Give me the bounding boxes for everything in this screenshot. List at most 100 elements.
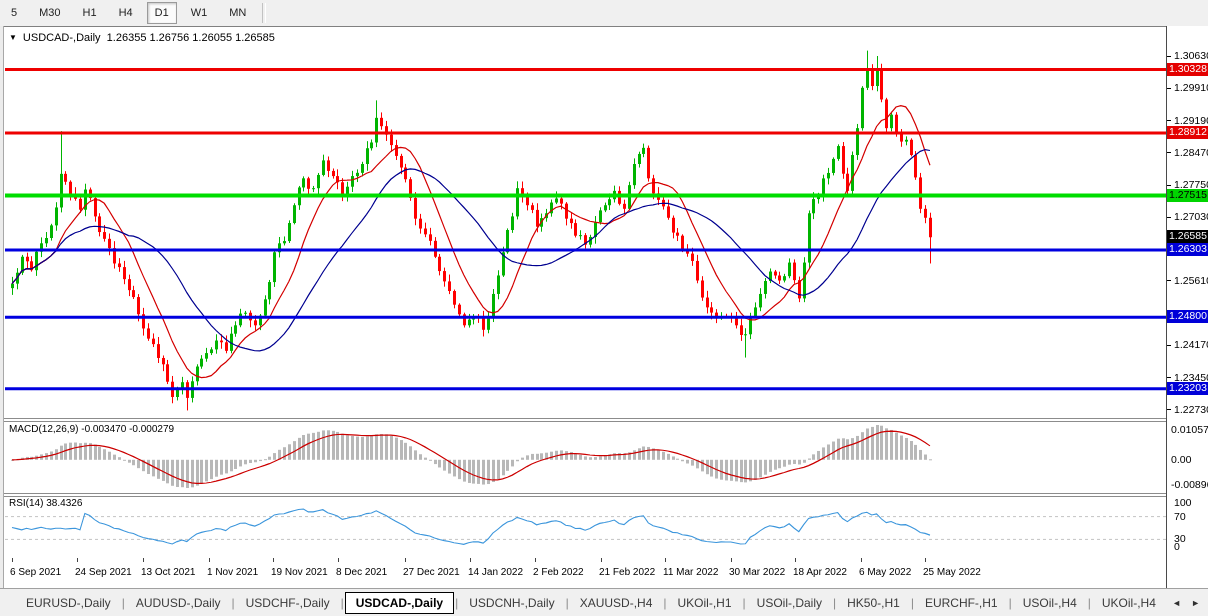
date-tick-mark: [601, 558, 602, 562]
chart-title: ▼ USDCAD-,Daily 1.26355 1.26756 1.26055 1…: [9, 32, 275, 44]
symbol-tab-bar: EURUSD-,Daily | AUDUSD-,Daily | USDCHF-,Dail…: [0, 588, 1208, 616]
date-tick-mark: [143, 558, 144, 562]
timeframe-button-w1[interactable]: W1: [190, 7, 208, 19]
rsi-axis-30: 30: [1174, 532, 1186, 545]
date-tick-label: 27 Dec 2021: [403, 567, 460, 578]
date-tick-mark: [77, 558, 78, 562]
tab-separator: |: [910, 595, 914, 610]
tab-usoil-h4[interactable]: USOil-,H4: [1022, 595, 1077, 610]
price-tick-label: 1.29190: [1174, 114, 1208, 127]
tab-separator: |: [742, 595, 746, 610]
tab-ukoil-h1[interactable]: UKOil-,H1: [677, 595, 732, 610]
price-tick-label: 1.23450: [1174, 371, 1208, 384]
price-tick-mark: [1167, 152, 1171, 154]
resistance-line-price: 1.30328: [1167, 62, 1208, 76]
date-tick-mark: [665, 558, 666, 562]
window-left-border: [0, 26, 4, 588]
date-tick-label: 2 Feb 2022: [533, 567, 584, 578]
tab-separator: |: [340, 595, 344, 610]
date-tick-label: 30 Mar 2022: [729, 567, 786, 578]
date-tick-mark: [12, 558, 13, 562]
price-tick-mark: [1167, 87, 1171, 89]
price-tick-mark: [1167, 409, 1171, 411]
tab-eurusd-daily[interactable]: EURUSD-,Daily: [26, 595, 111, 610]
date-tick-mark: [405, 558, 406, 562]
price-chart-canvas[interactable]: [5, 28, 1166, 418]
tab-usdchf-daily[interactable]: USDCHF-,Daily: [245, 595, 330, 610]
macd-axis-max: 0.010578: [1171, 424, 1208, 436]
price-tick-label: 1.22730: [1174, 403, 1208, 416]
date-tick-label: 1 Nov 2021: [207, 567, 259, 578]
date-tick-label: 6 Sep 2021: [10, 567, 62, 578]
pivot-line-price: 1.27515: [1167, 188, 1208, 202]
panel-separator[interactable]: [0, 418, 1166, 422]
timeframe-button-d1[interactable]: D1: [146, 2, 177, 24]
tab-ukoil-h4[interactable]: UKOil-,H4: [1101, 595, 1156, 610]
date-tick-mark: [925, 558, 926, 562]
tab-separator: |: [1087, 595, 1091, 610]
rsi-axis-70: 70: [1174, 511, 1186, 524]
timeframe-toolbar: 5 M30 H1 H4 D1 W1 MN: [0, 0, 1208, 26]
timeframe-button-m30[interactable]: M30: [39, 7, 61, 19]
date-tick-label: 6 May 2022: [859, 567, 912, 578]
tab-xauusd-h4[interactable]: XAUUSD-,H4: [579, 595, 653, 610]
date-tick-mark: [338, 558, 339, 562]
rsi-axis-0: 0: [1174, 541, 1180, 553]
date-tick-label: 8 Dec 2021: [336, 567, 388, 578]
price-tick-mark: [1167, 184, 1171, 186]
panel-separator[interactable]: [0, 493, 1166, 497]
tab-scroll-right-icon[interactable]: ►: [1191, 597, 1200, 608]
price-axis: 1.30630 1.29910 1.29190 1.28470 1.27750 1.270…: [1166, 26, 1208, 588]
tab-separator: |: [121, 595, 125, 610]
tab-hk50-h1[interactable]: HK50-,H1: [847, 595, 900, 610]
macd-label: MACD(12,26,9) -0.003470 -0.000279: [9, 424, 175, 435]
timeframe-button-h4[interactable]: H4: [118, 7, 133, 19]
timeframe-button-h1[interactable]: H1: [82, 7, 97, 19]
price-tick-mark: [1167, 377, 1171, 379]
price-tick-mark: [1167, 120, 1171, 122]
timeframe-button-mn[interactable]: MN: [229, 7, 247, 19]
price-tick-mark: [1167, 216, 1171, 218]
current-price: 1.26585: [1167, 230, 1208, 244]
tab-usdcnh-daily[interactable]: USDCNH-,Daily: [469, 595, 555, 610]
price-tick-label: 1.24170: [1174, 339, 1208, 352]
date-tick-label: 18 Apr 2022: [793, 567, 847, 578]
rsi-axis-100: 100: [1174, 497, 1192, 509]
tab-scroll-left-icon[interactable]: ◄: [1172, 597, 1182, 608]
date-tick-label: 14 Jan 2022: [468, 567, 524, 578]
chart-ohlc-values: 1.26355 1.26756 1.26055 1.26585: [106, 32, 275, 44]
date-tick-label: 24 Sep 2021: [75, 567, 132, 578]
price-tick-mark: [1167, 55, 1171, 57]
date-tick-label: 13 Oct 2021: [141, 567, 196, 578]
chart-symbol-label: USDCAD-,Daily: [22, 32, 101, 44]
date-tick-mark: [731, 558, 732, 562]
macd-axis-zero: 0.00: [1171, 453, 1192, 466]
date-tick-mark: [795, 558, 796, 562]
tab-separator: |: [833, 595, 837, 610]
timeframe-button-5[interactable]: 5: [11, 7, 18, 19]
toolbar-separator: [262, 3, 267, 23]
support-line-price: 1.24800: [1167, 310, 1208, 324]
macd-indicator-canvas[interactable]: [5, 422, 1166, 493]
rsi-label: RSI(14) 38.4326: [9, 498, 83, 509]
symbol-dropdown-icon[interactable]: ▼: [9, 33, 17, 42]
date-tick-mark: [209, 558, 210, 562]
tab-scroll-arrows: ◄ ►: [1172, 598, 1200, 608]
date-tick-mark: [273, 558, 274, 562]
support-line-price: 1.26303: [1167, 242, 1208, 256]
tab-usdcad-daily[interactable]: USDCAD-,Daily: [344, 591, 455, 614]
resistance-line-price: 1.28912: [1167, 125, 1208, 139]
date-tick-mark: [861, 558, 862, 562]
tab-eurchf-h1[interactable]: EURCHF-,H1: [924, 595, 998, 610]
tab-usoil-daily[interactable]: USOil-,Daily: [756, 595, 822, 610]
rsi-indicator-canvas[interactable]: [5, 497, 1166, 558]
tab-separator: |: [231, 595, 235, 610]
tab-separator: |: [1008, 595, 1012, 610]
date-tick-label: 21 Feb 2022: [599, 567, 656, 578]
price-tick-label: 1.28470: [1174, 146, 1208, 159]
tab-audusd-daily[interactable]: AUDUSD-,Daily: [135, 595, 221, 610]
price-tick-label: 1.30630: [1174, 50, 1208, 62]
date-tick-label: 19 Nov 2021: [271, 567, 328, 578]
tab-separator: |: [455, 595, 459, 610]
